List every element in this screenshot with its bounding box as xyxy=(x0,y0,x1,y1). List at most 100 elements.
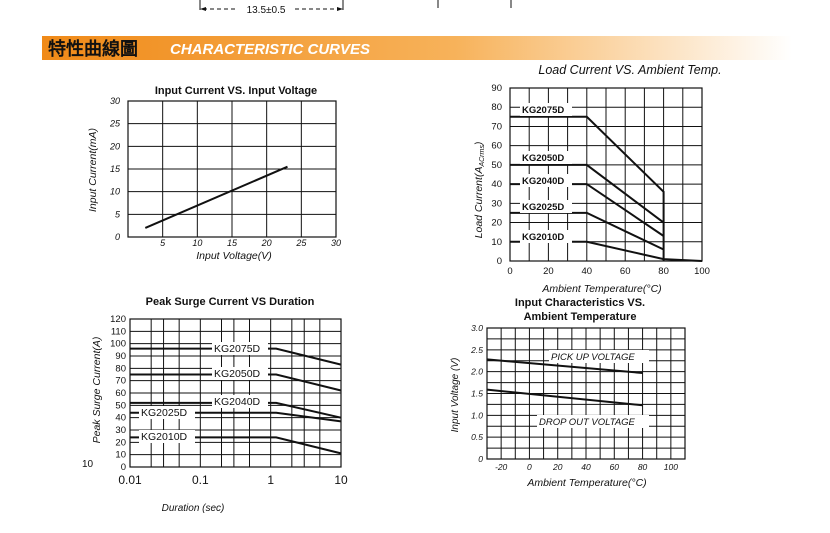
series-label-background xyxy=(520,151,572,164)
y-tick-label: 0 xyxy=(115,232,120,242)
x-tick-label: 0 xyxy=(507,266,512,277)
y-tick-label: 120 xyxy=(110,314,126,325)
y-tick-label: 20 xyxy=(109,141,120,151)
x-tick-label: 25 xyxy=(295,238,307,248)
section-title-en: CHARACTERISTIC CURVES xyxy=(170,41,370,58)
y-axis-label: Input Voltage (V) xyxy=(450,358,461,433)
y-tick-label: 70 xyxy=(115,376,126,387)
x-tick-label: 10 xyxy=(334,473,348,487)
x-tick-label: 30 xyxy=(331,238,341,248)
series-label: KG2050D xyxy=(522,153,564,164)
chart-title: Load Current VS. Ambient Temp. xyxy=(538,63,721,77)
series-label-background xyxy=(549,350,649,363)
series-group xyxy=(144,165,288,229)
x-axis-label: Input Voltage(V) xyxy=(196,250,272,262)
x-tick-label: 15 xyxy=(227,238,238,248)
series-line xyxy=(486,388,643,407)
series-line xyxy=(130,347,342,366)
plot-frame xyxy=(486,327,686,460)
series-labels: KG2075D KG2050D KG2040D KG2025D KG2010D xyxy=(520,103,572,243)
series-label-background xyxy=(520,103,572,116)
series-label: KG2025D xyxy=(522,202,564,213)
input-current-chart: Input Current VS. Input Voltage Input Cu… xyxy=(87,85,341,262)
series-line xyxy=(130,401,342,419)
series-label: KG2025D xyxy=(141,407,188,419)
x-tick-label: 20 xyxy=(543,266,554,277)
y-axis-label: Input Current(mA) xyxy=(87,128,99,212)
series-label-background xyxy=(520,174,572,187)
y-tick-label: 0.5 xyxy=(471,432,483,442)
x-tick-label: 60 xyxy=(620,266,631,277)
y-tick-label: 30 xyxy=(115,425,126,436)
y-axis-label: Load Current(AACrms) xyxy=(473,142,486,239)
tick-labels: 5 10 15 20 25 30 0 5 10 15 20 25 30 xyxy=(109,96,341,248)
tick-labels: 0 20 40 60 80 100 0 10 20 30 40 50 60 70 80 90 xyxy=(491,83,710,277)
x-axis-label: Ambient Temperature(°C) xyxy=(526,477,646,489)
y-axis-label-subscript: ACrms xyxy=(479,145,486,168)
y-tick-label: 110 xyxy=(111,326,126,337)
section-title-cn: 特性曲線圖 xyxy=(48,38,138,59)
y-tick-label: 2.0 xyxy=(470,367,483,377)
y-tick-label: 80 xyxy=(491,102,502,113)
x-tick-label: 0.01 xyxy=(118,473,142,487)
chart-title: Peak Surge Current VS Duration xyxy=(146,296,315,308)
x-tick-label: 0.1 xyxy=(192,473,209,487)
y-tick-label: 40 xyxy=(491,179,502,190)
plot-frame xyxy=(509,87,703,262)
series-line xyxy=(130,373,342,392)
y-tick-label: 80 xyxy=(115,363,126,374)
dimension-text: 13.5±0.5 xyxy=(247,5,286,16)
x-tick-label: 1 xyxy=(267,473,274,487)
load-current-chart: Load Current VS. Ambient Temp. Load Curr… xyxy=(473,63,722,295)
plot-frame xyxy=(127,100,337,238)
y-tick-label: 2.5 xyxy=(470,345,483,355)
series-label: KG2075D xyxy=(522,105,564,116)
y-tick-label: 10 xyxy=(110,187,120,197)
series-line xyxy=(510,115,665,261)
series-label-background xyxy=(212,342,268,355)
series-label: KG2040D xyxy=(214,396,261,408)
y-tick-label: 20 xyxy=(115,437,126,448)
y-tick-label: 30 xyxy=(110,96,120,106)
series-labels: KG2075D KG2050D KG2040D KG2025D KG2010D xyxy=(139,342,268,443)
y-tick-label: 100 xyxy=(110,339,126,350)
x-axis-label: Duration (sec) xyxy=(162,503,225,514)
y-axis-label-tail: ) xyxy=(473,142,485,148)
series-label-background xyxy=(212,395,268,408)
peak-surge-chart: Peak Surge Current VS Duration Peak Surg… xyxy=(91,296,348,514)
series-labels: PICK UP VOLTAGE DROP OUT VOLTAGE xyxy=(537,350,649,428)
input-characteristics-chart: Input Characteristics VS. Ambient Temper… xyxy=(450,297,686,489)
series-line xyxy=(144,165,288,229)
y-tick-label: 1.0 xyxy=(471,410,483,420)
x-tick-label: 100 xyxy=(664,462,678,472)
x-tick-label: 20 xyxy=(552,462,563,472)
y-axis-label: Peak Surge Current(A) xyxy=(91,337,103,444)
y-tick-label: 50 xyxy=(115,400,126,411)
series-label-background xyxy=(537,415,649,428)
y-tick-label: 10 xyxy=(491,237,502,248)
y-tick-label: 30 xyxy=(491,198,502,209)
y-tick-label: 0 xyxy=(478,454,483,464)
y-tick-label: 1.5 xyxy=(471,389,483,399)
chart-title: Input Current VS. Input Voltage xyxy=(155,85,317,97)
grid xyxy=(486,327,686,460)
y-tick-label: 60 xyxy=(115,388,126,399)
y-tick-label: 90 xyxy=(491,83,502,94)
y-axis-label-main: Load Current(A xyxy=(473,167,485,239)
y-tick-label: 15 xyxy=(110,164,121,174)
dimension-fragment: 13.5±0.5 xyxy=(199,0,512,16)
x-axis-label: Ambient Temperature(°C) xyxy=(541,283,661,295)
y-tick-label: 0 xyxy=(497,256,502,267)
x-tick-label: 80 xyxy=(658,266,669,277)
y-tick-label: 90 xyxy=(115,351,126,362)
x-tick-label: 5 xyxy=(160,238,166,248)
x-tick-label: 40 xyxy=(582,266,593,277)
series-label-background xyxy=(520,200,572,213)
series-line xyxy=(510,163,665,224)
x-tick-label: 20 xyxy=(261,238,272,248)
y-tick-label: 25 xyxy=(109,119,121,129)
series-label: KG2075D xyxy=(214,343,261,355)
grid xyxy=(127,100,337,238)
y-tick-label: 50 xyxy=(491,160,502,171)
